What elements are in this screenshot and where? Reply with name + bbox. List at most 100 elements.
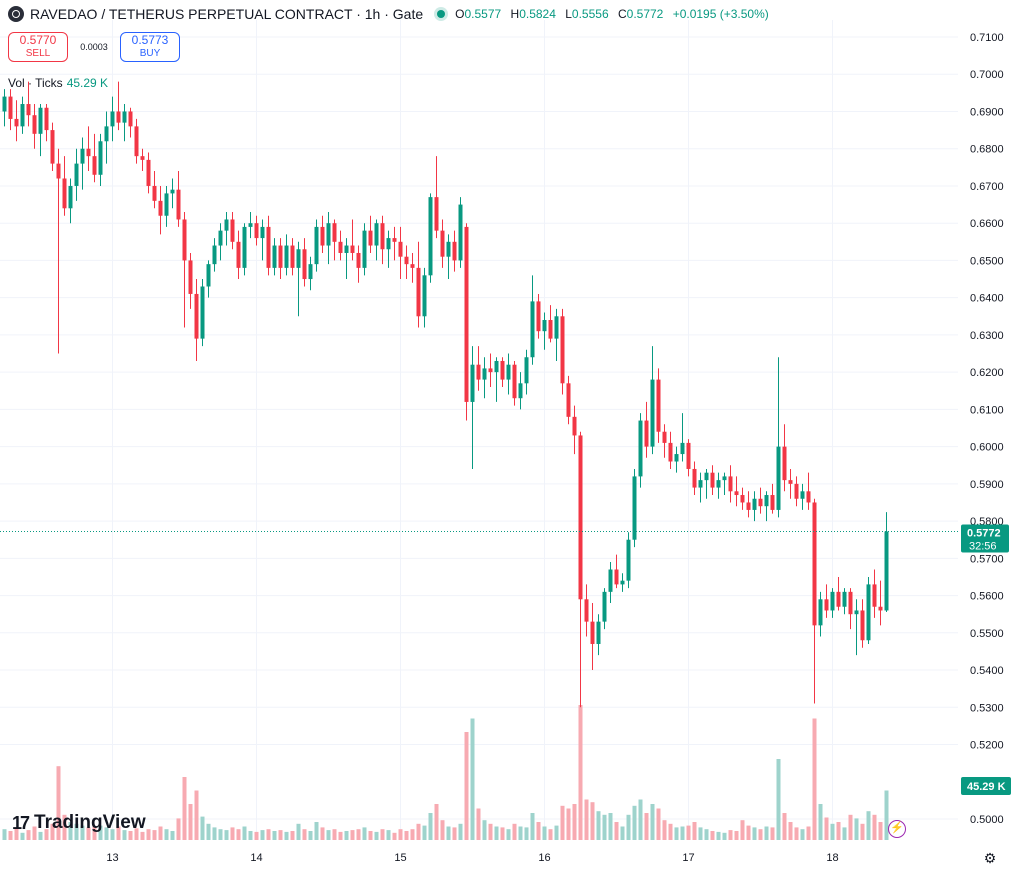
volume-bar xyxy=(704,829,709,840)
volume-bar xyxy=(638,799,643,840)
candle-body xyxy=(308,264,313,280)
volume-bar xyxy=(92,826,97,840)
settings-gear-icon[interactable]: ⚙ xyxy=(983,850,997,866)
candle-body xyxy=(716,480,721,488)
sell-button[interactable]: 0.5770 SELL xyxy=(8,32,68,62)
price-axis: 0.7100 0.7000 0.6900 0.6800 0.6700 0.6600 0.65… xyxy=(970,32,1004,826)
last-price-value: 0.5772 xyxy=(967,528,1001,540)
volume-bar xyxy=(746,825,751,840)
volume-bar xyxy=(38,831,43,840)
candle-body xyxy=(152,185,157,201)
buy-label: BUY xyxy=(139,48,161,59)
candle-body xyxy=(812,502,817,626)
volume-bar xyxy=(200,816,205,840)
candle-body xyxy=(668,442,673,462)
volume-bar xyxy=(620,826,625,840)
candle-body xyxy=(50,130,55,164)
candle-body xyxy=(770,495,775,510)
candle-body xyxy=(830,591,835,611)
volume-bar xyxy=(608,813,613,840)
candle-body xyxy=(140,156,145,160)
volume-bar xyxy=(122,830,127,840)
candle-body xyxy=(254,223,259,239)
volume-bar xyxy=(866,811,871,840)
candles xyxy=(2,81,889,708)
volume-bar xyxy=(446,826,451,840)
candle-body xyxy=(332,223,337,242)
candle-body xyxy=(398,241,403,257)
volume-legend-value: 45.29 K xyxy=(66,76,109,90)
volume-bar xyxy=(452,827,457,840)
volume-bar xyxy=(248,831,253,840)
candle-body xyxy=(584,599,589,622)
candle-body xyxy=(86,148,91,157)
trade-panel: 0.5770 SELL 0.0003 0.5773 BUY xyxy=(8,32,180,62)
candle-body xyxy=(104,126,109,142)
volume-bar xyxy=(404,831,409,840)
candle-body xyxy=(224,219,229,231)
volume-bar xyxy=(794,827,799,840)
candle-body xyxy=(164,193,169,216)
volume-bar xyxy=(668,823,673,840)
volume-bar xyxy=(242,826,247,840)
price-tick-label: 0.5400 xyxy=(970,665,1004,677)
candle-body xyxy=(554,316,559,339)
candle-body xyxy=(884,531,889,611)
candle-body xyxy=(560,316,565,384)
candle-body xyxy=(662,431,667,443)
volume-bar xyxy=(284,831,289,840)
candle-body xyxy=(686,442,691,469)
volume-bar xyxy=(386,830,391,840)
volume-bar xyxy=(320,827,325,840)
volume-bar xyxy=(98,825,103,840)
symbol-logo-icon xyxy=(8,6,24,22)
price-tick-label: 0.5500 xyxy=(970,628,1004,640)
volume-bar xyxy=(26,830,31,840)
volume-bar xyxy=(536,822,541,840)
candle-body xyxy=(320,226,325,246)
volume-bar xyxy=(530,813,535,840)
candle-body xyxy=(410,264,415,268)
candle-body xyxy=(782,446,787,481)
candle-body xyxy=(278,245,283,268)
tradingview-logo[interactable]: 17 TradingView xyxy=(12,812,146,834)
symbol-title[interactable]: RAVEDAO / TETHERUS PERPETUAL CONTRACT · … xyxy=(30,6,424,22)
volume-bar xyxy=(86,827,91,840)
volume-bar xyxy=(830,823,835,840)
volume-bar xyxy=(590,802,595,840)
volume-bar xyxy=(398,829,403,840)
candle-body xyxy=(758,498,763,507)
candle-body xyxy=(182,219,187,261)
candle-body xyxy=(746,502,751,510)
price-tick-label: 0.6300 xyxy=(970,330,1004,342)
candle-body xyxy=(704,472,709,481)
volume-bar xyxy=(596,811,601,840)
volume-bar xyxy=(254,831,259,840)
volume-bar xyxy=(542,826,547,840)
volume-bar xyxy=(266,829,271,840)
volume-bar xyxy=(62,814,67,840)
candle-body xyxy=(386,238,391,250)
lightning-icon[interactable]: ⚡ xyxy=(888,820,906,838)
volume-bar xyxy=(848,814,853,840)
last-price-countdown: 32:56 xyxy=(969,541,997,553)
volume-bar xyxy=(32,826,37,840)
volume-bar xyxy=(734,831,739,840)
volume-bars xyxy=(2,705,889,840)
volume-bar xyxy=(662,820,667,840)
price-tick-label: 0.5000 xyxy=(970,814,1004,826)
volume-bar xyxy=(302,829,307,840)
buy-button[interactable]: 0.5773 BUY xyxy=(120,32,180,62)
candle-body xyxy=(68,185,73,209)
volume-bar xyxy=(272,831,277,840)
candle-body xyxy=(80,148,85,164)
candle-body xyxy=(596,621,601,644)
volume-legend[interactable]: Vol · Ticks 45.29 K xyxy=(8,76,108,90)
candle-body xyxy=(854,610,859,615)
price-tick-label: 0.6400 xyxy=(970,293,1004,305)
volume-bar xyxy=(158,826,163,840)
candle-body xyxy=(548,320,553,339)
candle-body xyxy=(866,584,871,641)
price-tick-label: 0.6900 xyxy=(970,106,1004,118)
